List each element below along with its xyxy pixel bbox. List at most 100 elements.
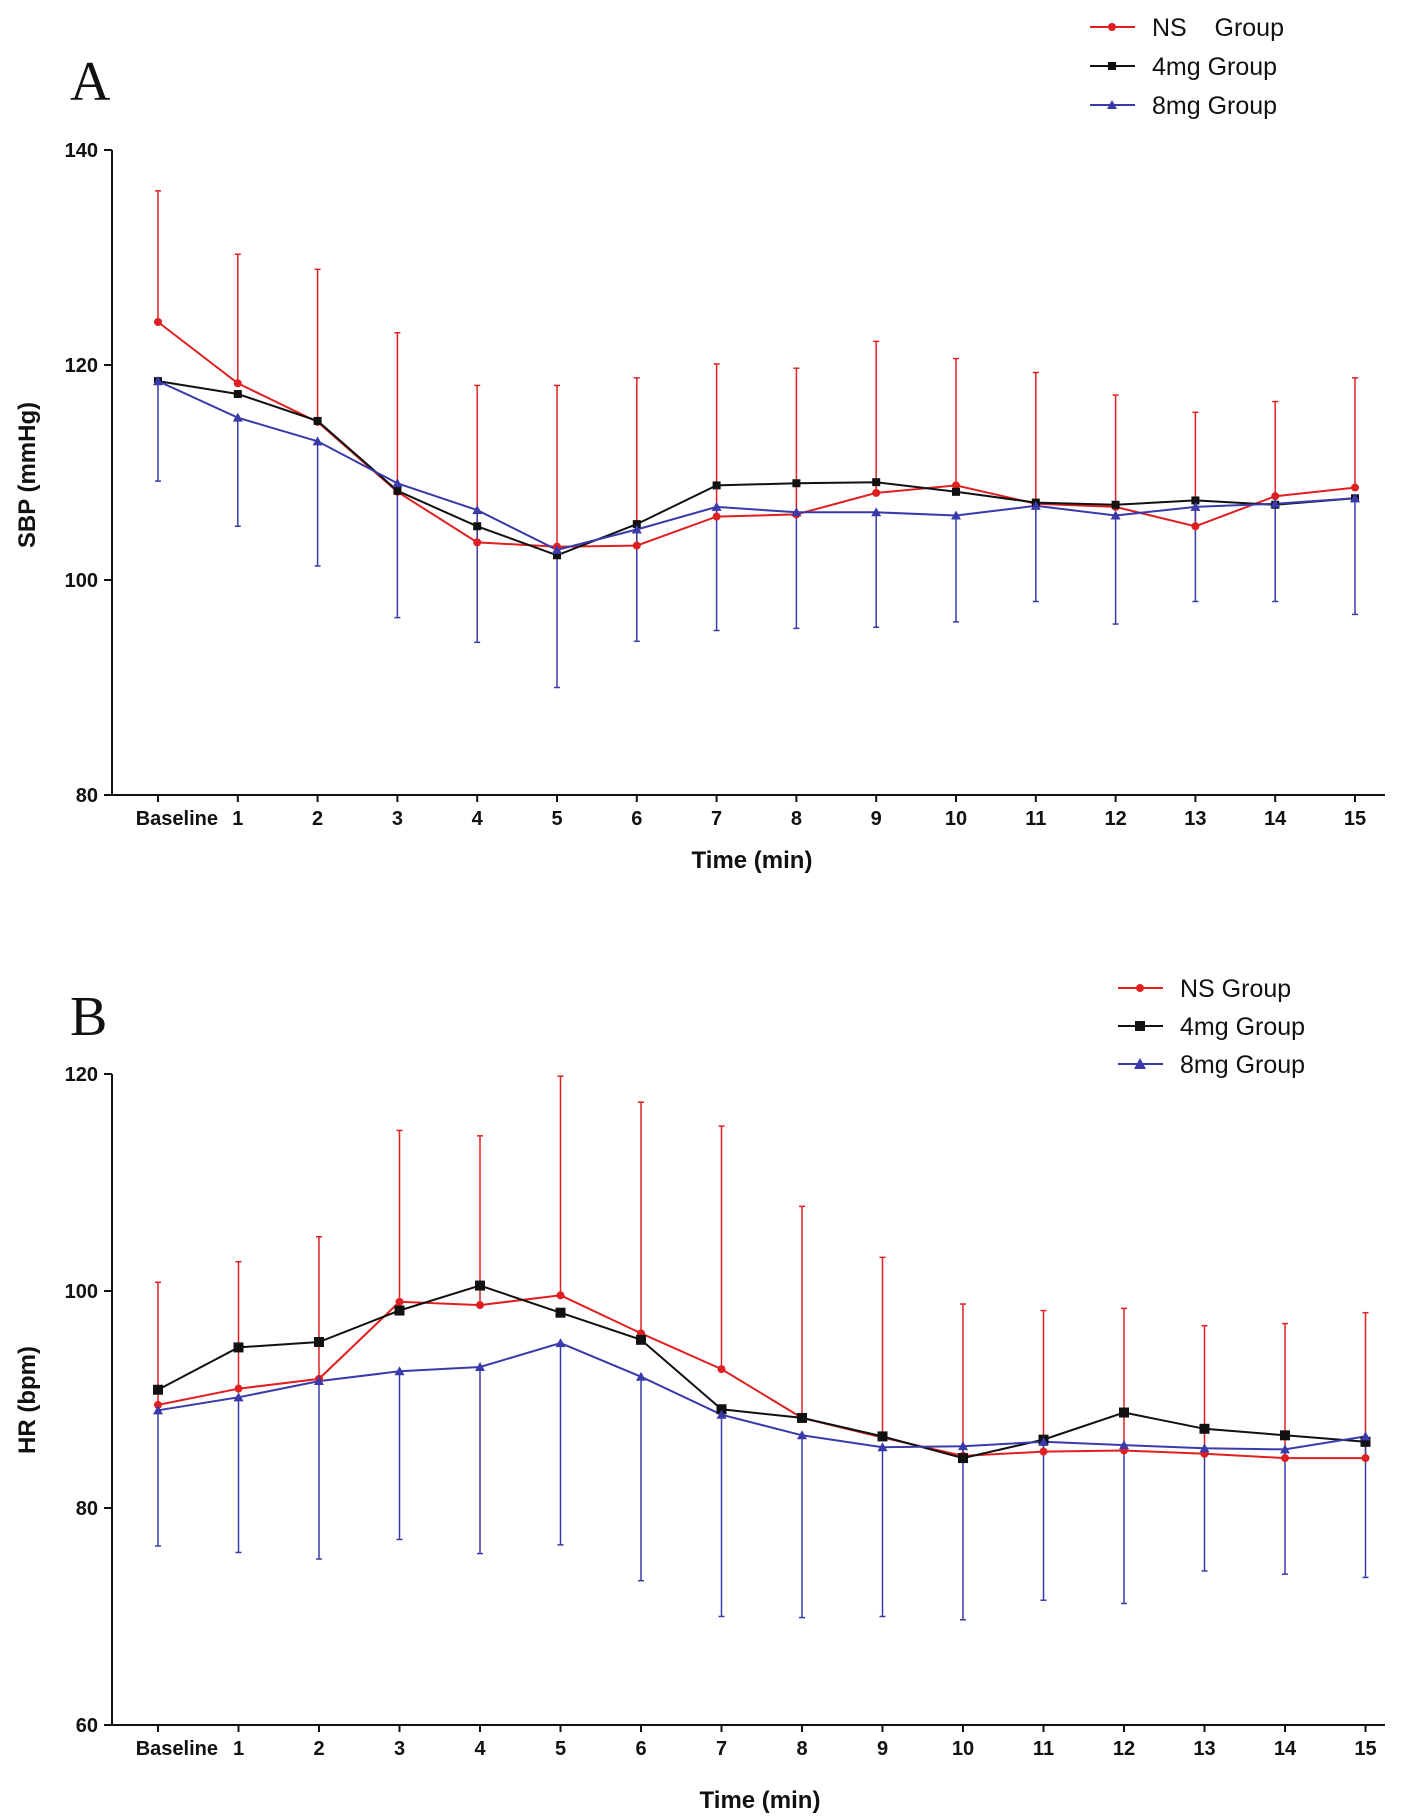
4mg-group-point — [797, 1412, 807, 1423]
panel-b-error-bars — [155, 1075, 1369, 1621]
4mg-group-point — [314, 1336, 324, 1347]
8mg-group-point — [871, 507, 882, 517]
8mg-group-error-bar — [1112, 515, 1119, 625]
8mg-group-point — [472, 505, 483, 515]
8mg-group-point — [791, 507, 802, 517]
ns-group-error-bar — [1352, 377, 1358, 488]
ns-group-point — [1361, 1454, 1370, 1463]
8mg-group-point — [475, 1361, 485, 1371]
panel-a-x-tick-label: 8 — [791, 808, 802, 830]
ns-group-error-bar — [155, 1281, 161, 1405]
ns-group-error-bar — [1032, 371, 1039, 504]
4mg-group-point — [958, 1453, 968, 1464]
panel-b-y-tick-label: 100 — [65, 1281, 98, 1303]
panel-a-y-tick-label: 120 — [65, 355, 98, 377]
panel-b-x-tick-label: 11 — [1033, 1738, 1054, 1760]
8mg-group-error-bar — [314, 441, 321, 567]
4mg-group-point — [792, 479, 801, 488]
ns-group-error-bar — [554, 384, 560, 547]
8mg-group-error-bar — [879, 1447, 886, 1618]
4mg-group-point — [872, 478, 881, 487]
panel-b-y-tick-label: 80 — [76, 1498, 98, 1520]
panel-a-x-tick-label: 3 — [392, 808, 403, 830]
panel-a-x-tick-label: 15 — [1344, 808, 1366, 830]
8mg-group-error-bar — [557, 1343, 564, 1546]
8mg-group-point — [555, 1338, 566, 1348]
8mg-group-error-bar — [1201, 1448, 1208, 1572]
ns-group-point — [872, 488, 881, 497]
ns-group-error-bar — [953, 357, 959, 486]
8mg-group-point — [797, 1430, 807, 1440]
4mg-group-point — [1191, 496, 1200, 505]
ns-group-line — [157, 1294, 1366, 1460]
panel-b-label: B — [70, 986, 107, 1048]
8mg-group-error-bar — [799, 1435, 805, 1619]
4mg-group-point — [1119, 1407, 1129, 1418]
8mg-group-point — [1038, 1436, 1049, 1446]
panel-a-series-lines — [157, 321, 1356, 557]
8mg-group-point — [1119, 1440, 1129, 1450]
legend-item-8mg-group: 8mg Group — [1118, 1051, 1305, 1079]
8mg-group-error-bar — [394, 483, 401, 619]
panel-a-error-bars — [155, 190, 1358, 689]
legend-item-4mg-group: 4mg Group — [1090, 53, 1277, 81]
ns-group-error-bar — [960, 1303, 966, 1456]
panel-a-x-tick-label: 1 — [232, 808, 243, 830]
ns-group-error-bar — [873, 340, 880, 493]
8mg-group-error-bar — [1192, 506, 1199, 603]
panel-b-x-tick-label: 15 — [1354, 1738, 1376, 1760]
8mg-group-error-bar — [793, 512, 800, 630]
panel-b-x-tick-label: Baseline — [136, 1738, 218, 1760]
panel-b-x-tick-label: 4 — [474, 1738, 486, 1760]
8mg-group-point — [711, 501, 722, 511]
ns-group-point — [473, 538, 482, 547]
8mg-group-error-bar — [155, 1410, 161, 1547]
8mg-group-point — [392, 478, 403, 488]
panel-b: B NS Group 4mg Group 8mg Group HR (bpm) … — [14, 975, 1385, 1814]
panel-b-y-tick-label: 60 — [76, 1715, 98, 1737]
ns-group-error-bar — [879, 1256, 886, 1438]
8mg-group-point — [1030, 500, 1041, 510]
4mg-group-point — [233, 1342, 244, 1353]
ns-group-point — [1039, 1447, 1048, 1456]
4mg-group-point — [313, 416, 322, 425]
4mg-group-line — [157, 380, 1356, 557]
ns-group-error-bar — [633, 377, 640, 546]
ns-group-point — [1271, 492, 1280, 501]
legend-label-4mg-group: 4mg Group — [1152, 53, 1277, 81]
8mg-group-line — [157, 380, 1356, 551]
panel-b-x-tick-label: 9 — [877, 1738, 888, 1760]
4mg-group-point — [473, 522, 482, 531]
ns-group-error-bar — [394, 332, 401, 492]
8mg-group-error-bar — [1282, 1449, 1288, 1575]
legend-label-ns-group: NS Group — [1180, 975, 1291, 1003]
4mg-group-line — [157, 1284, 1366, 1460]
4mg-group-point — [636, 1334, 646, 1345]
panel-b-y-tick-label: 120 — [65, 1064, 98, 1086]
8mg-group-error-bar — [554, 549, 560, 689]
legend-item-ns-group: NS Group — [1118, 975, 1291, 1003]
4mg-group-point — [1199, 1423, 1210, 1434]
ns-group-point — [556, 1291, 565, 1300]
panel-a-markers — [153, 318, 1360, 560]
ns-group-error-bar — [1112, 394, 1119, 507]
panel-a-x-tick-label: 4 — [472, 808, 484, 830]
8mg-group-point — [1360, 1431, 1371, 1441]
legend-item-8mg-group: 8mg Group — [1090, 92, 1277, 120]
panel-b-markers — [153, 1280, 1371, 1464]
8mg-group-error-bar — [953, 515, 959, 623]
8mg-group-point — [1280, 1444, 1290, 1454]
panel-a-x-tick-label: 2 — [312, 808, 323, 830]
4mg-group-point — [716, 1404, 727, 1415]
ns-group-error-bar — [793, 367, 800, 515]
ns-group-error-bar — [235, 1260, 242, 1389]
ns-group-point — [952, 481, 960, 490]
4mg-group-point — [877, 1431, 888, 1442]
8mg-group-error-bar — [474, 510, 481, 644]
ns-group-error-bar — [396, 1129, 403, 1302]
8mg-group-point — [631, 524, 642, 534]
4mg-group-point — [712, 481, 721, 490]
ns-group-point — [1191, 522, 1200, 531]
